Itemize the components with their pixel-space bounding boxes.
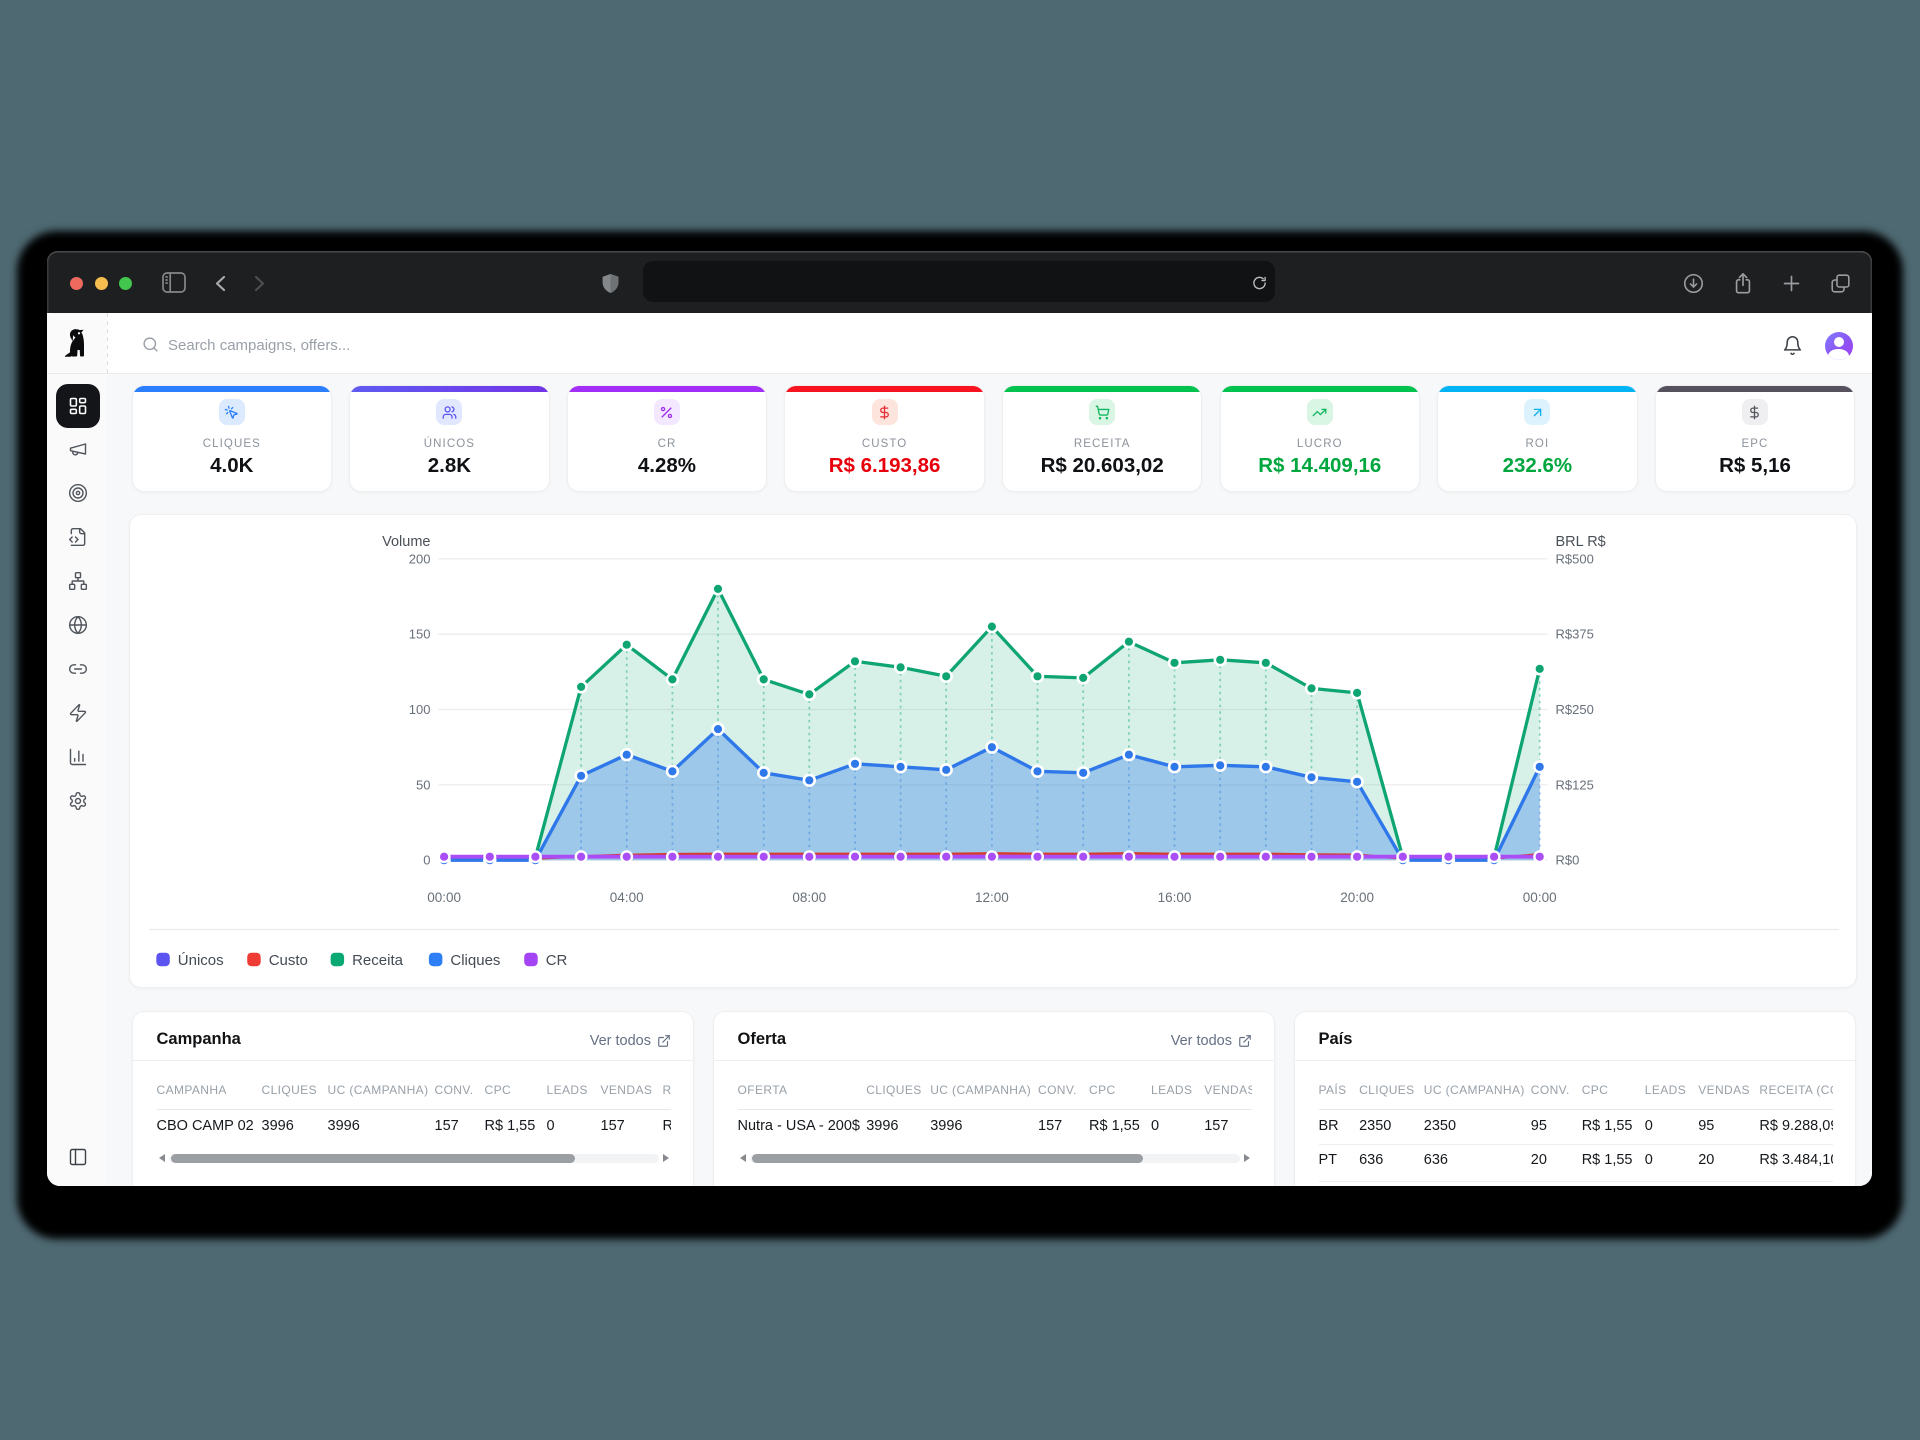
svg-text:Cliques: Cliques <box>450 952 500 969</box>
svg-text:R$0: R$0 <box>1555 853 1579 868</box>
svg-text:100: 100 <box>408 702 430 717</box>
svg-text:20:00: 20:00 <box>1340 890 1374 905</box>
svg-text:R$250: R$250 <box>1555 702 1593 717</box>
svg-text:150: 150 <box>408 627 430 642</box>
svg-text:04:00: 04:00 <box>609 890 643 905</box>
svg-text:00:00: 00:00 <box>1522 890 1556 905</box>
svg-text:Volume: Volume <box>382 534 430 550</box>
svg-text:CR: CR <box>545 952 567 969</box>
svg-text:Únicos: Únicos <box>177 952 223 969</box>
svg-text:R$125: R$125 <box>1555 777 1593 792</box>
svg-text:0: 0 <box>423 853 430 868</box>
svg-text:50: 50 <box>416 777 430 792</box>
svg-text:Custo: Custo <box>268 952 307 969</box>
svg-text:R$500: R$500 <box>1555 551 1593 566</box>
svg-text:08:00: 08:00 <box>792 890 826 905</box>
svg-text:200: 200 <box>408 551 430 566</box>
svg-text:Receita: Receita <box>352 952 404 969</box>
svg-text:BRL R$: BRL R$ <box>1555 534 1605 550</box>
svg-text:R$375: R$375 <box>1555 627 1593 642</box>
svg-text:00:00: 00:00 <box>427 890 461 905</box>
svg-text:16:00: 16:00 <box>1157 890 1191 905</box>
svg-text:12:00: 12:00 <box>975 890 1009 905</box>
